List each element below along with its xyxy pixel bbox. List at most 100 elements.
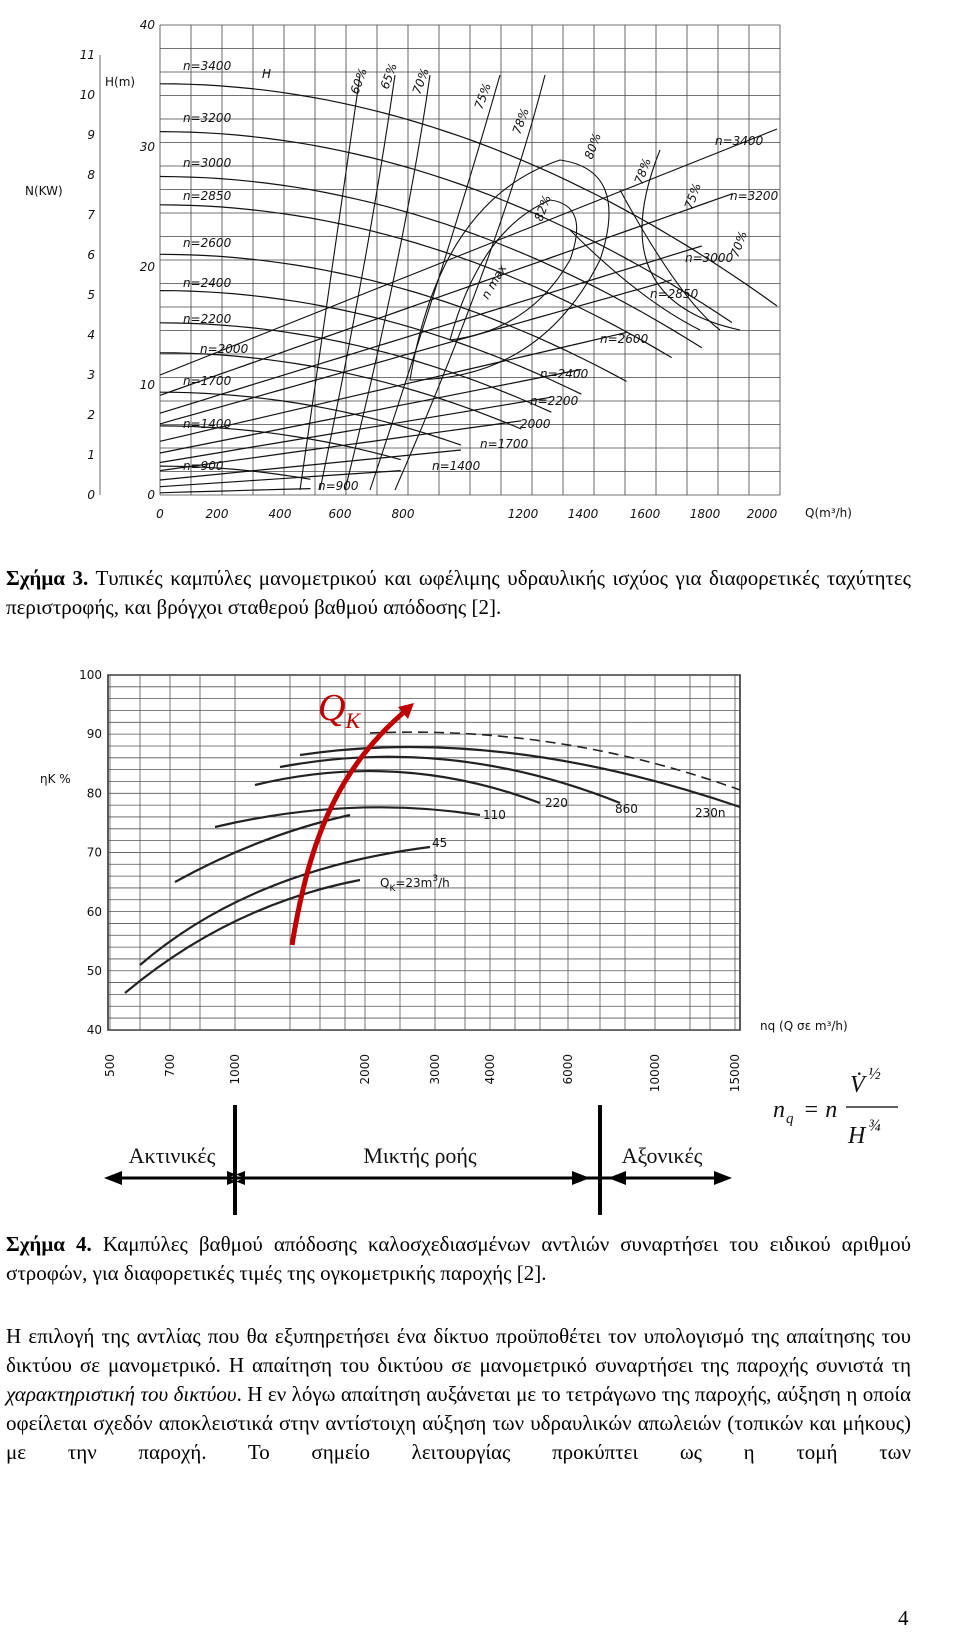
curve-label: 860 — [615, 802, 638, 816]
power-curve — [159, 488, 311, 494]
x-tick-label: 600 — [329, 507, 352, 521]
efficiency-label: 78% — [632, 156, 654, 186]
power-curve — [159, 193, 733, 396]
curve-label: 2000 — [520, 417, 551, 431]
y-tick-label: 2 — [87, 408, 95, 422]
x-tick-label: 400 — [269, 507, 292, 521]
efficiency-label: 82% — [532, 193, 554, 223]
efficiency-curve — [279, 755, 621, 805]
x-tick-label: 200 — [206, 507, 229, 521]
page-number: 4 — [898, 1606, 909, 1630]
curve-label: n=3000 — [183, 156, 232, 170]
efficiency-curve — [641, 149, 741, 331]
y-tick-label: 10 — [140, 378, 156, 392]
curve-label: n=1700 — [183, 374, 232, 388]
text: /h — [438, 876, 450, 890]
x-tick-label: 500 — [103, 1054, 117, 1077]
efficiency-curve — [319, 74, 396, 491]
efficiency-label: 80% — [582, 131, 604, 161]
x-tick-label: 0 — [156, 507, 164, 521]
y-tick-label: 20 — [140, 260, 156, 274]
power-curve — [159, 368, 582, 454]
x-tick-label: 700 — [163, 1054, 177, 1077]
y-tick-label: 7 — [87, 208, 95, 222]
y-tick-label: 80 — [87, 786, 102, 800]
y-tick-label: 100 — [79, 668, 102, 682]
arrow-heads — [104, 1171, 732, 1185]
x-tick-label: 15000 — [728, 1054, 742, 1092]
efficiency-curve — [344, 74, 431, 491]
y-tick-label: 0 — [147, 488, 155, 502]
head-curve — [159, 290, 582, 395]
sub: K — [344, 708, 361, 733]
efficiency-curve — [299, 745, 741, 809]
head-curve — [159, 204, 673, 359]
formula-part: q — [786, 1111, 794, 1127]
efficiency-loop — [409, 159, 610, 381]
q: Q — [380, 876, 389, 890]
formula-part: = n — [803, 1097, 837, 1123]
power-curve — [159, 470, 401, 488]
x-tick-label: 1800 — [690, 507, 721, 521]
efficiency-curve — [124, 878, 361, 994]
curve-label: n=3400 — [183, 59, 232, 73]
formula-part: V̇ — [850, 1072, 867, 1098]
arrow — [289, 705, 412, 946]
arrow-head — [398, 703, 414, 719]
power-curve — [159, 245, 702, 414]
curve-label: n=2850 — [650, 287, 699, 301]
efficiency-label: 78% — [510, 106, 532, 136]
axis-label: ηK % — [40, 772, 71, 786]
power-curve — [159, 420, 522, 472]
head-curve — [159, 465, 311, 480]
curve-label: n=3400 — [715, 134, 764, 148]
power-curve — [159, 396, 552, 464]
x-tick-label: 1600 — [630, 507, 661, 521]
efficiency-label: 60% — [348, 66, 370, 96]
curve-label: n=1400 — [183, 417, 232, 431]
q: Q — [318, 687, 345, 729]
curve-label: n=2200 — [530, 394, 579, 408]
caption: Σχήμα 4. Καμπύλες βαθμού απόδοσης καλοσχ… — [6, 1230, 911, 1288]
curve-label: 45 — [432, 836, 447, 850]
efficiency-curve — [174, 813, 351, 883]
curve-label: n=2600 — [183, 236, 232, 250]
efficiency-curve — [254, 769, 541, 805]
efficiency-envelope — [369, 731, 741, 791]
head-curve — [159, 322, 552, 413]
curve-label: n=900 — [183, 459, 224, 473]
curve-label: n=2600 — [600, 332, 649, 346]
arrow-label: QK — [318, 687, 361, 733]
curve-label: n=3200 — [730, 189, 779, 203]
curve-label: QK=23m3/h — [380, 874, 450, 894]
curve-label: n=2400 — [540, 367, 589, 381]
x-tick-label: 1400 — [568, 507, 599, 521]
power-curve — [159, 449, 462, 481]
y-tick-label: 60 — [87, 905, 102, 919]
curve-label: n=1700 — [480, 437, 529, 451]
curve-label: H — [262, 67, 271, 81]
head-curve — [159, 253, 627, 382]
y-tick-label: 30 — [140, 140, 156, 154]
caption-label: Σχήμα 3. — [6, 566, 89, 590]
efficiency-label: 75% — [682, 181, 704, 211]
x-tick-label: 2000 — [358, 1054, 372, 1085]
x-tick-label: 10000 — [648, 1054, 662, 1092]
curve-label: n=2400 — [183, 276, 232, 290]
y-tick-label: 40 — [140, 18, 156, 32]
range-label: Ακτινικές — [129, 1143, 216, 1168]
x-tick-label: 6000 — [561, 1054, 575, 1085]
x-tick-label: 3000 — [428, 1054, 442, 1085]
curve-label: 110 — [483, 808, 506, 822]
caption: Σχήμα 3. Τυπικές καμπύλες μανομετρικού κ… — [6, 564, 911, 622]
efficiency-label: 65% — [378, 61, 400, 91]
formula: n q = n V̇ ½ H ¾ — [773, 1064, 898, 1149]
text: =23m — [395, 876, 432, 890]
caption-text: Τυπικές καμπύλες μανομετρικού και ωφέλιμ… — [6, 566, 912, 619]
efficiency-curve — [569, 229, 701, 331]
x-tick-label: 4000 — [483, 1054, 497, 1085]
formula-part: ¾ — [868, 1116, 881, 1135]
axis-label: Q(m³/h) — [805, 506, 852, 520]
efficiency-curve — [299, 74, 361, 491]
